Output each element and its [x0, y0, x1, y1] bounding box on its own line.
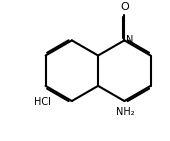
Text: O: O — [120, 2, 129, 12]
Text: NH₂: NH₂ — [116, 107, 134, 117]
Text: N: N — [126, 35, 133, 45]
Text: HCl: HCl — [34, 97, 51, 107]
